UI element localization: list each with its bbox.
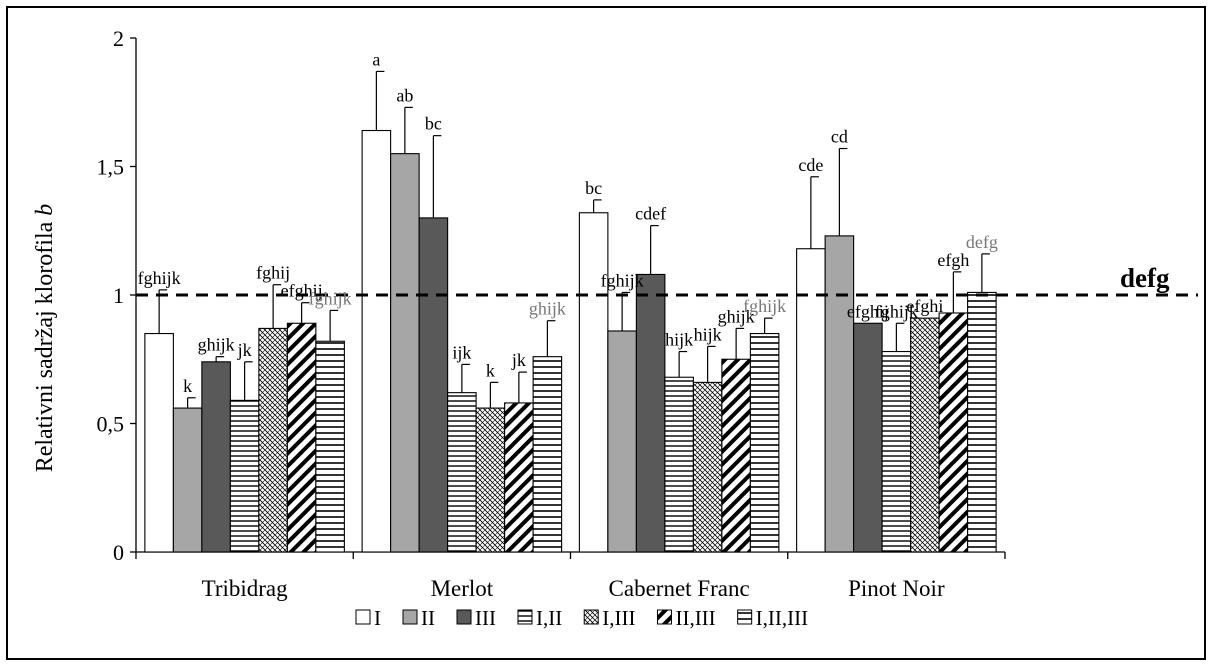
y-axis: 0 0,5 1 1,5 2 — [97, 26, 137, 565]
legend-label: I — [374, 606, 381, 630]
legend-label: I,III — [602, 606, 635, 630]
bar — [749, 332, 780, 553]
x-category-label: Tribidrag — [202, 576, 289, 601]
bar — [607, 330, 637, 553]
bar — [229, 399, 260, 553]
bar — [910, 317, 940, 553]
legend-label: III — [475, 606, 496, 630]
bar — [881, 350, 912, 553]
legend-swatch — [656, 609, 672, 625]
x-category-label: Merlot — [431, 576, 494, 601]
significance-label: jk — [511, 350, 526, 370]
x-axis: Tribidrag Merlot Cabernet Franc Pinot Noir — [135, 551, 1006, 601]
bar — [664, 376, 694, 553]
bar — [201, 361, 231, 553]
significance-label: a — [372, 49, 380, 69]
bar — [938, 312, 969, 553]
legend-swatch — [402, 609, 418, 625]
significance-label: ghijk — [529, 299, 566, 319]
significance-label: k — [183, 376, 192, 396]
bar — [172, 407, 203, 553]
bars — [144, 129, 997, 553]
bar — [824, 235, 855, 553]
legend-label: I,II — [536, 606, 562, 630]
bar — [504, 402, 534, 553]
bar — [967, 291, 997, 553]
error-bars — [158, 70, 990, 409]
significance-label: ghijk — [718, 306, 755, 326]
significance-label: defg — [966, 232, 998, 252]
x-category-label: Cabernet Franc — [609, 576, 750, 601]
bar — [853, 322, 883, 553]
significance-label: ijk — [452, 342, 471, 362]
significance-label: fghij — [256, 263, 290, 283]
significance-label: hijk — [665, 330, 693, 350]
reference-line-group: defg — [136, 263, 1198, 297]
bar — [361, 129, 392, 553]
bar — [635, 273, 666, 553]
significance-label: ab — [396, 85, 413, 105]
significance-label: cdef — [635, 204, 666, 224]
bar — [447, 392, 477, 553]
significance-label: bc — [425, 114, 442, 134]
significance-label: fghijk — [309, 288, 352, 308]
y-tick-label: 0 — [113, 540, 124, 565]
bar — [258, 327, 288, 553]
significance-label: jk — [237, 340, 252, 360]
legend-swatch — [737, 609, 753, 625]
legend-label: II — [421, 606, 435, 630]
x-category-label: Pinot Noir — [848, 576, 945, 601]
bar — [475, 407, 506, 553]
bar — [418, 217, 449, 553]
bar — [532, 356, 563, 553]
significance-label: cd — [831, 127, 848, 147]
legend-swatch — [355, 609, 371, 625]
bar — [144, 332, 174, 553]
significance-label: bc — [585, 178, 602, 198]
legend-swatch — [517, 609, 533, 625]
y-tick-label: 0,5 — [97, 412, 125, 437]
significance-label: cde — [798, 155, 823, 175]
bar — [578, 212, 609, 553]
significance-label: efghi — [906, 296, 943, 316]
reference-line-label: defg — [1120, 263, 1170, 293]
significance-label: fghijk — [875, 301, 918, 321]
legend-label: II,III — [675, 606, 715, 630]
legend-swatch — [583, 609, 599, 625]
y-tick-label: 2 — [113, 26, 124, 51]
bar — [286, 322, 317, 553]
significance-label: hijk — [694, 324, 722, 344]
significance-label: fghijk — [601, 270, 644, 290]
significance-label: fghijk — [138, 268, 181, 288]
legend-swatch — [456, 609, 472, 625]
bar — [390, 153, 420, 553]
significance-label: k — [486, 360, 495, 380]
significance-label: ghijk — [198, 335, 235, 355]
legend-label: I,II,III — [756, 606, 808, 630]
legend: I II III I,II I,III II,III I,II,III — [355, 606, 808, 630]
bar — [692, 381, 723, 553]
bar — [721, 358, 751, 553]
bar — [315, 340, 345, 553]
significance-label: efghij — [281, 281, 323, 301]
y-axis-label: Relativni sadržaj klorofila b — [32, 204, 58, 473]
y-tick-label: 1 — [113, 283, 124, 308]
y-tick-label: 1,5 — [97, 155, 125, 180]
significance-label: efghij — [847, 301, 889, 321]
significance-label: efgh — [937, 250, 969, 270]
significance-label: fghijk — [743, 296, 786, 316]
